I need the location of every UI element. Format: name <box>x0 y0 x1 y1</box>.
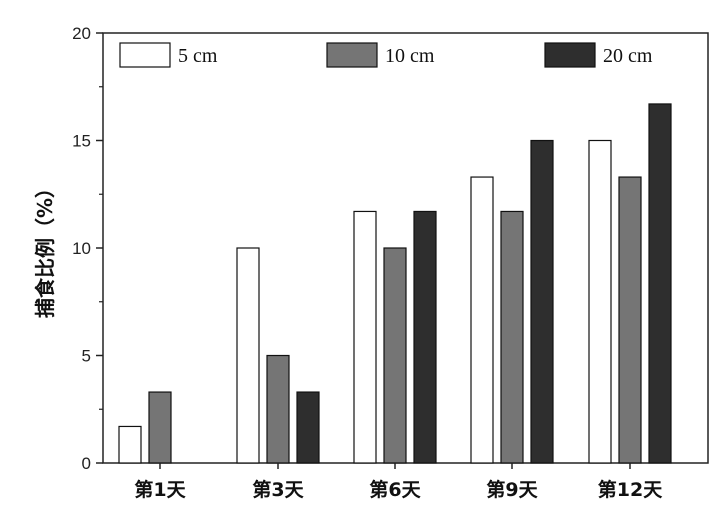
bar <box>618 176 642 464</box>
bar <box>296 391 320 464</box>
y-axis: 0 5 10 15 20 <box>72 24 103 473</box>
bar <box>266 354 290 464</box>
bar <box>236 247 260 464</box>
bar <box>383 247 407 464</box>
y-tick-label: 15 <box>72 132 91 151</box>
y-tick-label: 0 <box>82 454 91 473</box>
legend-swatch <box>326 42 378 68</box>
bar <box>588 139 612 464</box>
bar <box>148 391 172 464</box>
bars <box>118 103 672 464</box>
y-tick-label: 10 <box>72 239 91 258</box>
y-axis-label: 捕食比例（%） <box>33 178 57 318</box>
legend: 5 cm 10 cm 20 cm <box>119 42 653 68</box>
legend-label: 20 cm <box>603 45 653 67</box>
x-tick-label: 第9天 <box>486 478 538 501</box>
bar <box>353 210 377 464</box>
legend-swatch <box>119 42 171 68</box>
x-tick-label: 第6天 <box>369 478 421 501</box>
y-tick-label: 20 <box>72 24 91 43</box>
bar <box>530 139 554 464</box>
x-tick-label: 第12天 <box>598 478 663 501</box>
bar <box>470 176 494 464</box>
bar <box>118 425 142 464</box>
x-axis: 第1天 第3天 第6天 第9天 第12天 <box>134 463 663 501</box>
legend-swatch <box>544 42 596 68</box>
bar <box>648 103 672 464</box>
x-tick-label: 第3天 <box>252 478 304 501</box>
bar <box>413 210 437 464</box>
y-tick-label: 5 <box>82 347 91 366</box>
legend-label: 10 cm <box>385 45 435 67</box>
legend-label: 5 cm <box>178 45 218 67</box>
bar <box>500 210 524 464</box>
x-tick-label: 第1天 <box>134 478 186 501</box>
